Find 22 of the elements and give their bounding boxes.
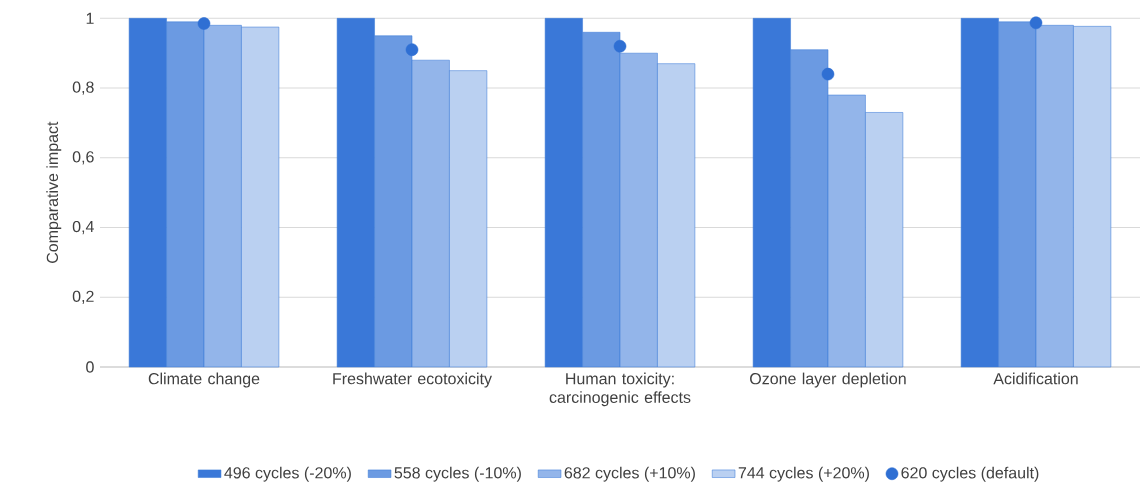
y-tick-label: 0,2	[72, 290, 94, 304]
point	[197, 17, 211, 30]
y-tick-label: 0,4	[72, 220, 94, 235]
legend-label: 620 cycles (default)	[901, 466, 1039, 482]
point	[405, 43, 419, 56]
y-tick-label: 0	[86, 361, 94, 373]
legend-label: 496 cycles (-20%)	[224, 466, 351, 482]
legend-label: 558 cycles (-10%)	[394, 466, 521, 482]
point	[821, 67, 835, 81]
y-tick-label: 0,6	[72, 151, 94, 165]
y-tick-label: 1	[86, 12, 94, 24]
point	[613, 39, 627, 53]
y-axis-title: Comparative impact	[46, 121, 62, 263]
x-tick-label: Acidification	[993, 372, 1078, 385]
x-tick-label: Climate change	[148, 372, 260, 388]
y-tick-label: 0,8	[72, 81, 94, 95]
legend-label: 744 cycles (+20%)	[738, 466, 869, 482]
point	[1029, 16, 1043, 30]
x-tick-label: Ozone layer depletion	[750, 372, 906, 388]
x-tick-label: Freshwater ecotoxicity	[333, 372, 492, 388]
legend-label: 682 cycles (+10%)	[564, 466, 695, 482]
x-tick-label: Human toxicity: carcinogenic effects	[549, 372, 691, 407]
